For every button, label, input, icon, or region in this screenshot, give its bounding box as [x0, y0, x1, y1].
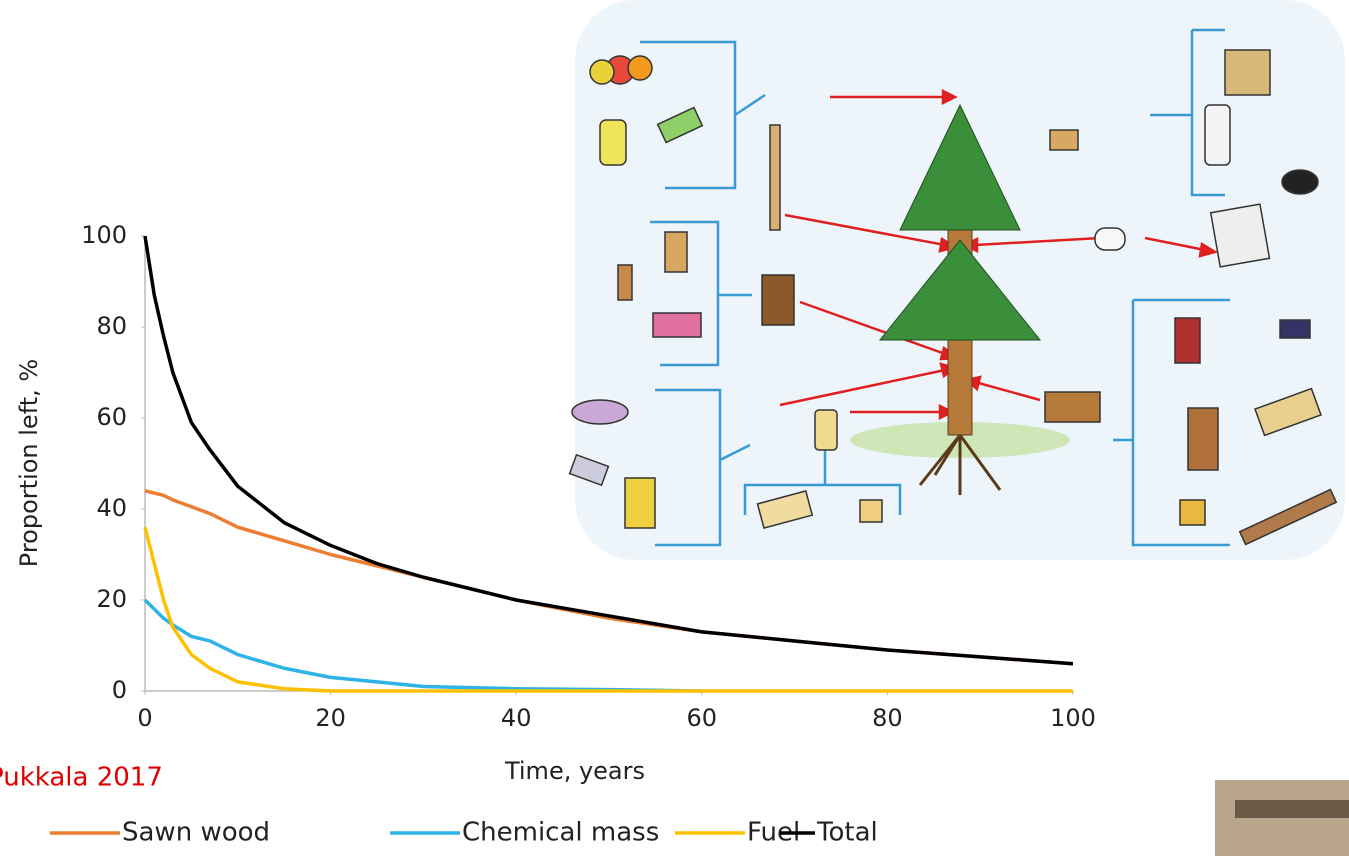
y-tick-label: 60 — [96, 403, 127, 431]
series-line — [143, 526, 1073, 693]
x-tick-label: 40 — [501, 704, 532, 732]
illustration — [568, 0, 1345, 560]
y-tick-label: 80 — [96, 312, 127, 340]
brackets — [640, 28, 1230, 547]
x-tick-label: 20 — [315, 704, 346, 732]
source-note: Pukkala 2017 — [0, 763, 163, 793]
x-axis-title: Time, years — [504, 757, 645, 785]
photo — [1235, 800, 1349, 818]
x-tick-label: 80 — [872, 704, 903, 732]
tree — [850, 103, 1070, 495]
x-tick-label: 0 — [137, 704, 152, 732]
series-line — [143, 598, 702, 693]
y-tick-label: 0 — [112, 676, 127, 704]
product-icons — [568, 49, 1338, 546]
y-axis-title: Proportion left, % — [15, 359, 43, 567]
series-line — [143, 235, 1074, 666]
x-tick-label: 100 — [1050, 704, 1096, 732]
y-tick-label: 40 — [96, 494, 127, 522]
legend-label: Total — [816, 818, 878, 848]
y-tick-label: 20 — [96, 585, 127, 613]
legend-label: Chemical mass — [462, 818, 659, 848]
legend-label: Sawn wood — [122, 818, 270, 848]
x-tick-label: 60 — [687, 704, 718, 732]
y-tick-label: 100 — [81, 221, 127, 249]
